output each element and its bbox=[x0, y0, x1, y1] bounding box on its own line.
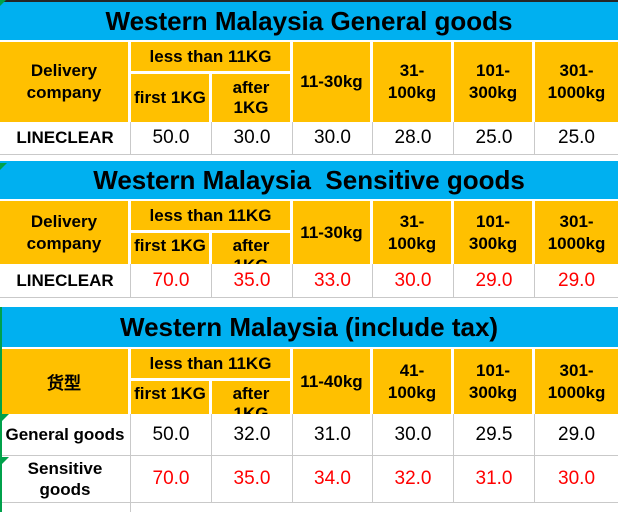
header-less-than-11kg: less than 11KG bbox=[131, 201, 293, 233]
cell-value: 25.0 bbox=[454, 122, 535, 155]
header-11-30kg-label: 11-30kg bbox=[300, 72, 363, 91]
header-31-100kg-label: 31-100kg bbox=[387, 211, 437, 253]
row-label: Sensitive goods bbox=[0, 456, 131, 503]
header-11-40kg: 11-40kg bbox=[293, 349, 373, 414]
header-after-1kg: after 1KG bbox=[212, 233, 293, 264]
header-delivery-company: Delivery company bbox=[0, 42, 131, 122]
header-301-1000kg-label: 301-1000kg bbox=[547, 211, 606, 253]
header-11-40kg-label: 11-40kg bbox=[300, 371, 363, 391]
header-11-30kg-label: 11-30kg bbox=[300, 222, 363, 242]
cell-value: 29.5 bbox=[454, 414, 535, 456]
green-corner-marker-icon bbox=[0, 0, 6, 6]
cell-value: 29.0 bbox=[535, 264, 618, 298]
cell-value: 33.0 bbox=[293, 264, 373, 298]
cell-value: 32.0 bbox=[373, 456, 454, 503]
table-title: Western Malaysia Sensitive goods bbox=[0, 161, 618, 201]
header-first-1kg-label: first 1KG bbox=[134, 236, 206, 255]
header-delivery-company: Delivery company bbox=[0, 201, 131, 264]
cell-value: 34.0 bbox=[293, 456, 373, 503]
cell-value: 30.0 bbox=[212, 122, 293, 155]
cell-value: 29.0 bbox=[454, 264, 535, 298]
cell-value: 30.0 bbox=[373, 414, 454, 456]
cell-value: 30.0 bbox=[535, 456, 618, 503]
header-41-100kg-label: 41-100kg bbox=[387, 360, 437, 402]
row-label: LINECLEAR bbox=[0, 264, 131, 298]
table-title: Western Malaysia (include tax) bbox=[0, 307, 618, 349]
cell-value: 50.0 bbox=[131, 414, 212, 456]
green-corner-marker-icon bbox=[2, 457, 9, 464]
header-301-1000kg-label: 301-1000kg bbox=[547, 360, 606, 402]
header-101-300kg-label: 101-300kg bbox=[468, 211, 518, 253]
cell-value: 35.0 bbox=[212, 456, 293, 503]
cell-value: 29.0 bbox=[535, 414, 618, 456]
header-cargo-type-label: 货型 bbox=[47, 374, 81, 393]
row-label-text: Sensitive goods bbox=[27, 459, 103, 499]
header-101-300kg: 101-300kg bbox=[454, 201, 535, 264]
row-label: General goods bbox=[0, 414, 131, 456]
cell-value: 50.0 bbox=[131, 122, 212, 155]
table-row: Sensitive goods 70.0 35.0 34.0 32.0 31.0… bbox=[0, 456, 618, 503]
cell-value: 70.0 bbox=[131, 264, 212, 298]
header-after-1kg-label: after 1KG bbox=[232, 384, 270, 414]
column-divider-stub bbox=[130, 503, 131, 512]
cell-value: 31.0 bbox=[293, 414, 373, 456]
table-row: LINECLEAR 70.0 35.0 33.0 30.0 29.0 29.0 bbox=[0, 264, 618, 298]
table-title: Western Malaysia General goods bbox=[0, 2, 618, 42]
header-31-100kg: 31-100kg bbox=[373, 42, 454, 122]
cell-value: 32.0 bbox=[212, 414, 293, 456]
header-first-1kg-label: first 1KG bbox=[134, 384, 206, 403]
header-101-300kg-label: 101-300kg bbox=[468, 61, 518, 102]
header-11-30kg: 11-30kg bbox=[293, 201, 373, 264]
rate-table-sensitive-goods: Western Malaysia Sensitive goods Deliver… bbox=[0, 161, 618, 298]
green-corner-marker-icon bbox=[2, 414, 9, 421]
rate-table-include-tax: Western Malaysia (include tax) 货型 less t… bbox=[0, 307, 618, 503]
rate-table-general-goods: Western Malaysia General goods Delivery … bbox=[0, 2, 618, 155]
header-cargo-type: 货型 bbox=[0, 349, 131, 414]
row-label: LINECLEAR bbox=[0, 122, 131, 155]
header-301-1000kg-label: 301-1000kg bbox=[547, 61, 606, 102]
cell-value: 30.0 bbox=[373, 264, 454, 298]
cell-value: 28.0 bbox=[373, 122, 454, 155]
header-after-1kg: after 1KG bbox=[212, 74, 293, 122]
header-31-100kg-label: 31-100kg bbox=[387, 61, 437, 102]
header-31-100kg: 31-100kg bbox=[373, 201, 454, 264]
header-301-1000kg: 301-1000kg bbox=[535, 349, 618, 414]
header-first-1kg: first 1KG bbox=[131, 381, 212, 414]
header-less-than-11kg: less than 11KG bbox=[131, 349, 293, 381]
header-after-1kg-label: after 1KG bbox=[232, 78, 270, 117]
header-41-100kg: 41-100kg bbox=[373, 349, 454, 414]
header-first-1kg: first 1KG bbox=[131, 233, 212, 264]
header-less-than-11kg: less than 11KG bbox=[131, 42, 293, 74]
header-delivery-company-label: Delivery company bbox=[26, 61, 102, 102]
header-first-1kg-label: first 1KG bbox=[134, 88, 206, 107]
cell-value: 30.0 bbox=[293, 122, 373, 155]
header-101-300kg-label: 101-300kg bbox=[468, 360, 518, 402]
header-301-1000kg: 301-1000kg bbox=[535, 42, 618, 122]
cell-value: 25.0 bbox=[535, 122, 618, 155]
header-11-30kg: 11-30kg bbox=[293, 42, 373, 122]
cell-value: 31.0 bbox=[454, 456, 535, 503]
table-row: LINECLEAR 50.0 30.0 30.0 28.0 25.0 25.0 bbox=[0, 122, 618, 155]
green-corner-marker-icon bbox=[0, 163, 7, 170]
green-left-border bbox=[0, 307, 2, 512]
header-101-300kg: 101-300kg bbox=[454, 42, 535, 122]
header-after-1kg: after 1KG bbox=[212, 381, 293, 414]
cell-value: 35.0 bbox=[212, 264, 293, 298]
cell-value: 70.0 bbox=[131, 456, 212, 503]
table-row: General goods 50.0 32.0 31.0 30.0 29.5 2… bbox=[0, 414, 618, 456]
header-101-300kg: 101-300kg bbox=[454, 349, 535, 414]
header-301-1000kg: 301-1000kg bbox=[535, 201, 618, 264]
header-first-1kg: first 1KG bbox=[131, 74, 212, 122]
header-delivery-company-label: Delivery company bbox=[26, 211, 102, 253]
top-border-line bbox=[0, 0, 618, 2]
header-after-1kg-label: after 1KG bbox=[232, 236, 270, 264]
